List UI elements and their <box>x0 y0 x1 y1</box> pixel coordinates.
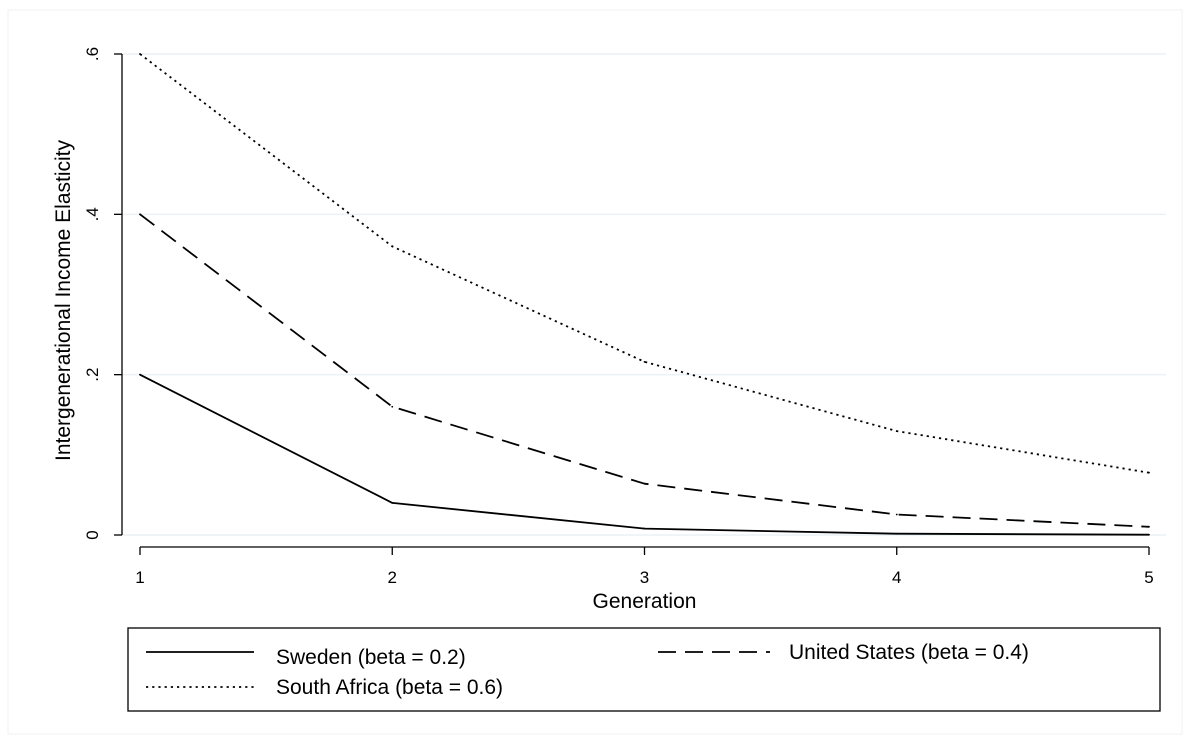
legend-label-sweden: Sweden (beta = 0.2) <box>276 646 466 669</box>
y-axis-title: Intergenerational Income Elasticity <box>52 140 75 461</box>
data-point-united-states-3 <box>643 482 646 485</box>
x-axis-title: Generation <box>593 590 697 613</box>
y-axis-ticks: 0 .2 .4 .6 <box>83 47 122 540</box>
data-point-south-africa-5 <box>1148 471 1150 474</box>
series-line-south-africa <box>139 53 1150 474</box>
data-point-sweden-2 <box>391 502 394 504</box>
data-series <box>139 53 1150 536</box>
x-tick-label-0: 1 <box>135 568 144 587</box>
gridlines <box>122 53 1166 536</box>
y-tick-label-0: 0 <box>83 530 102 539</box>
data-point-south-africa-1 <box>139 53 141 55</box>
data-point-sweden-4 <box>895 532 898 535</box>
data-point-sweden-3 <box>643 527 646 530</box>
x-tick-label-1: 2 <box>388 568 397 587</box>
legend-label-south-africa: South Africa (beta = 0.6) <box>276 676 503 699</box>
data-point-south-africa-3 <box>643 360 646 363</box>
x-tick-label-4: 5 <box>1144 568 1153 587</box>
legend: Sweden (beta = 0.2) United States (beta … <box>127 627 1161 712</box>
outer-border <box>7 9 1183 735</box>
x-axis-ticks: 1 2 3 4 5 <box>135 547 1154 587</box>
data-point-united-states-1 <box>139 213 141 216</box>
data-point-united-states-4 <box>895 513 898 516</box>
legend-label-united-states: United States (beta = 0.4) <box>789 641 1029 664</box>
x-tick-label-2: 3 <box>640 568 649 587</box>
y-tick-label-2: .4 <box>83 207 102 221</box>
data-point-sweden-1 <box>139 373 141 376</box>
data-point-sweden-5 <box>1148 533 1150 536</box>
y-tick-label-1: .2 <box>83 368 102 382</box>
y-tick-label-3: .6 <box>83 47 102 61</box>
data-point-united-states-5 <box>1148 525 1150 528</box>
x-tick-label-3: 4 <box>892 568 901 587</box>
data-point-united-states-2 <box>391 405 394 408</box>
data-point-south-africa-4 <box>895 430 898 433</box>
legend-box <box>127 627 1161 712</box>
data-point-south-africa-2 <box>391 245 394 248</box>
